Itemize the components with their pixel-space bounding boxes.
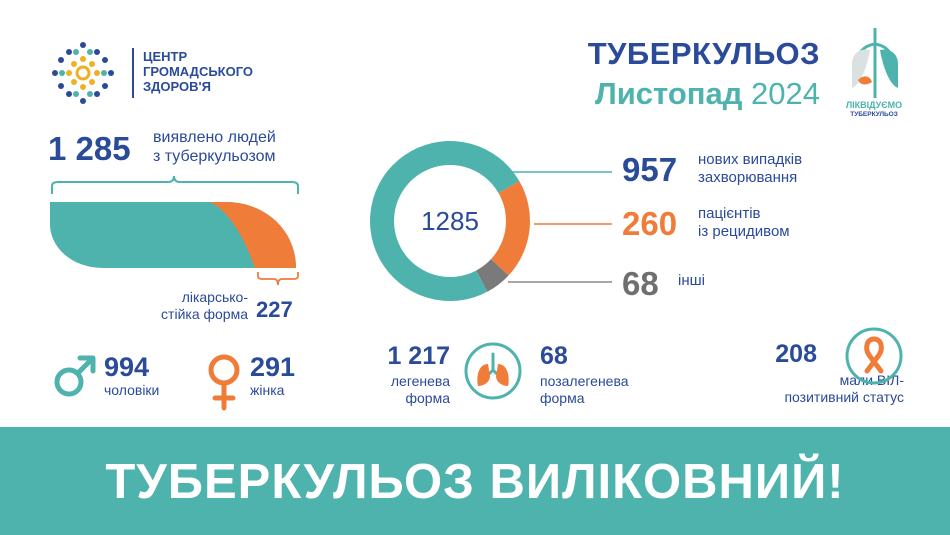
hiv-value: 208 — [775, 340, 817, 368]
drug-resistant-label: лікарсько- стійка форма — [161, 289, 248, 322]
pulmonary-value: 1 217 — [387, 342, 450, 370]
donut-slice-other — [476, 259, 509, 292]
dr-brace — [257, 272, 299, 286]
total-value: 1 285 — [48, 130, 131, 167]
donut-chart — [370, 140, 530, 301]
legend-new-value: 957 — [622, 151, 678, 188]
male-icon — [54, 355, 96, 397]
legend-leaders — [500, 171, 612, 283]
women-value: 291 — [250, 352, 296, 382]
donut-slice-new — [370, 140, 520, 301]
legend-relapse-value: 260 — [622, 205, 678, 242]
legend-relapse-label: пацієнтів із рецидивом — [698, 205, 790, 240]
period-title: Листопад 2024 — [595, 76, 820, 111]
donut-center-label: 1285 — [421, 206, 479, 236]
phc-logo-icon — [52, 42, 114, 104]
legend-new-label: нових випадків захворювання — [698, 151, 803, 186]
pulmonary-label: легенева форма — [390, 373, 450, 406]
men-label: чоловіки — [104, 382, 160, 398]
drug-resistant-value: 227 — [256, 297, 293, 322]
campaign-tree-icon — [852, 28, 898, 98]
campaign-label: ЛІКВІДУЄМО ТУБЕРКУЛЬОЗ — [845, 100, 903, 118]
drug-resistant-bar — [50, 202, 296, 268]
total-brace — [51, 175, 299, 194]
female-icon — [208, 354, 240, 411]
org-name: ЦЕНТР ГРОМАДСЬКОГО ЗДОРОВ'Я — [143, 49, 254, 94]
lungs-icon — [464, 342, 522, 400]
bottom-banner — [0, 427, 950, 535]
legend-other-label: інші — [678, 272, 705, 289]
women-label: жінка — [250, 382, 285, 398]
total-label: виявлено людей з туберкульозом — [153, 129, 276, 165]
extrapulmonary-label: позалегенева форма — [540, 373, 629, 406]
ribbon-icon — [845, 327, 903, 385]
logo-divider — [132, 48, 134, 98]
dr-bar-resistant — [208, 202, 296, 268]
legend-other-value: 68 — [622, 265, 659, 302]
men-value: 994 — [104, 352, 150, 382]
banner-slogan: ТУБЕРКУЛЬОЗ ВИЛІКОВНИЙ! — [105, 455, 845, 509]
extrapulmonary-value: 68 — [540, 342, 568, 370]
donut-slice-relapse — [490, 181, 530, 276]
page-title: ТУБЕРКУЛЬОЗ — [587, 36, 820, 71]
